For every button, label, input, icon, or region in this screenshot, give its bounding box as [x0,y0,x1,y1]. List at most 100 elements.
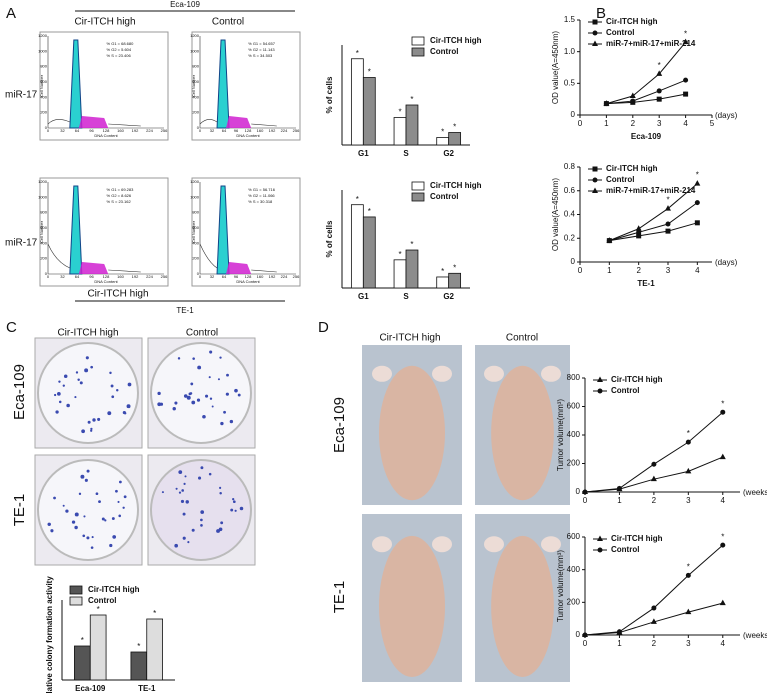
flow-x-label: DNA Content [94,279,118,284]
flow-y-tick: 400 [192,240,199,245]
bar [393,259,407,289]
point [685,608,692,615]
bar [362,216,376,289]
y-tick-label: 0.8 [564,162,576,171]
colony [90,365,94,369]
legend-label: Cir-ITCH high [611,534,663,543]
point [606,237,613,243]
point [683,77,689,83]
flow-x-tick: 96 [89,128,94,133]
colony [190,382,194,386]
flow-y-tick: 800 [192,210,199,215]
flow-y-tick: 1200 [38,179,48,184]
colony [74,512,79,517]
y-tick-label: 1.0 [564,47,576,56]
flow-y-tick: 600 [192,79,199,84]
ear [484,536,504,553]
point [636,229,642,235]
bar [436,137,450,146]
y-tick-label: 0.5 [564,78,576,87]
flow-x-tick: 0 [47,274,50,279]
axes [47,182,164,275]
colony [109,371,112,375]
legend-label: Cir-ITCH high [611,375,663,384]
point [597,547,603,553]
legend-label: miR-7+miR-17+miR-214 [606,186,696,195]
axes [199,36,296,129]
group-title: Eca-109 [170,0,200,9]
legend-label: Cir-ITCH high [430,36,482,45]
colony [71,520,76,524]
flow-y-tick: 200 [40,110,47,115]
colony [87,420,91,424]
legend-label: Control [430,47,458,56]
s-phase [226,262,252,274]
x-tick-label: 3 [657,119,662,128]
colony [85,356,89,360]
point [656,96,662,102]
y-tick-label: 0.2 [564,233,576,242]
point [582,632,588,638]
legend-swatch [411,181,425,191]
point [592,187,598,193]
significance: * [441,128,444,137]
colony [177,357,181,360]
point [603,100,610,106]
flow-x-tick: 64 [75,274,80,279]
x-tick-label: G1 [358,149,369,158]
colony [225,392,229,396]
legend-swatch [411,47,425,57]
row-label: TE-1 [331,581,348,614]
significance: * [81,636,84,645]
flow-x-tick: 96 [89,274,94,279]
colony [220,521,224,525]
point [616,485,622,491]
x-tick-label: 0 [583,496,588,505]
colony [84,478,88,482]
colony [183,394,188,398]
significance: * [356,49,359,58]
ear [432,536,452,553]
bar [130,651,148,681]
significance: * [410,240,413,249]
point [630,98,636,104]
flow-stat: % S = 34.503 [248,53,273,58]
y-tick-label: 400 [567,430,581,439]
x-tick-label: 2 [631,119,636,128]
legend-label: Control [88,596,116,605]
y-axis-label: % of cells [325,76,334,113]
x-unit: (weeks) [743,631,767,640]
colony [186,395,191,400]
x-unit: (weeks) [743,488,767,497]
colony [90,427,93,431]
s-phase [226,116,252,128]
flow-x-tick: 128 [103,128,110,133]
point [694,220,700,226]
row-label: miR-17 [5,90,38,101]
colony [192,357,195,360]
significance: * [368,68,371,77]
colony [219,486,222,489]
significance: * [721,532,724,541]
x-tick-label: G2 [443,292,454,301]
colony [86,469,90,473]
colony [53,496,56,500]
flow-stat: % G2 = 8.626 [107,193,132,198]
x-tick-label: TE-1 [138,684,156,693]
colony [116,389,119,392]
colony [223,410,226,414]
colony [62,504,65,507]
significance: * [441,267,444,276]
panel-label: B [596,5,606,22]
colony [66,403,70,408]
x-tick-label: 3 [666,266,671,275]
colony [97,417,101,421]
flow-x-tick: 32 [60,128,65,133]
colony [197,365,202,370]
point [651,605,657,611]
flow-x-label: DNA Content [94,133,118,138]
x-tick-label: 3 [686,496,691,505]
significance: * [97,605,100,614]
flow-x-label: DNA Content [236,133,260,138]
